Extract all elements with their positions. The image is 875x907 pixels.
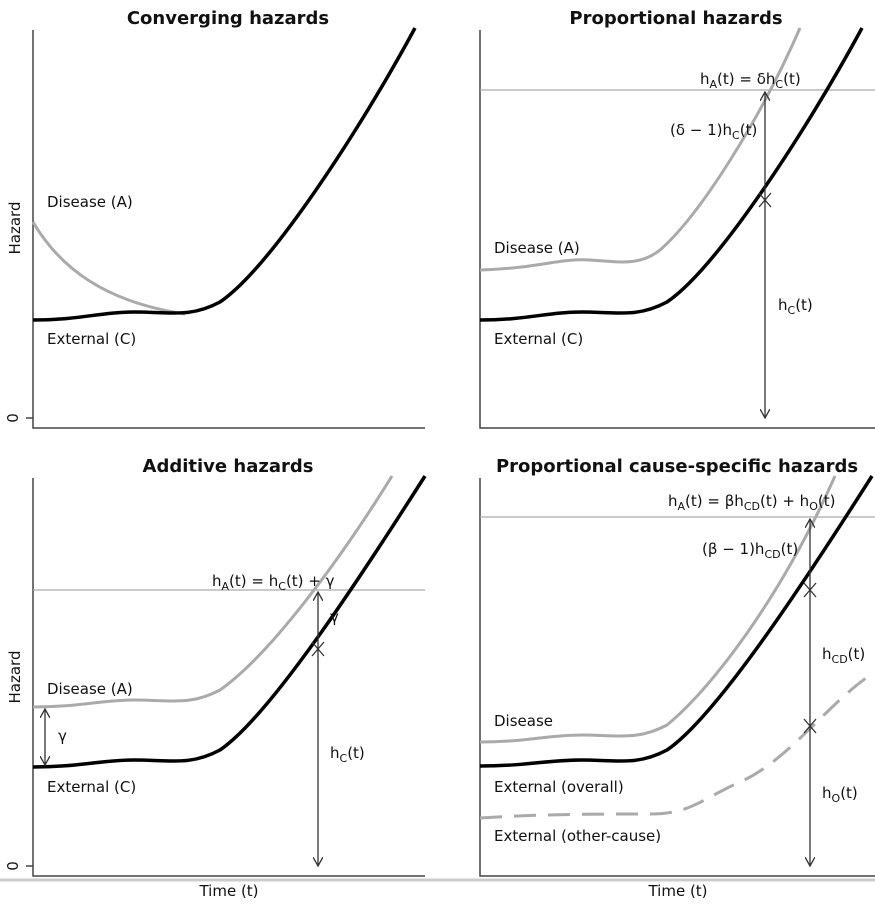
text-part: (t) = βh <box>685 492 744 510</box>
text-part: h <box>700 70 710 88</box>
panel-title: Converging hazards <box>127 8 329 29</box>
y-label: Hazard <box>6 202 24 255</box>
text-part: O <box>809 500 818 513</box>
text-part: C <box>340 752 348 765</box>
text-part: (t) <box>795 296 813 314</box>
text-part: h <box>212 572 222 590</box>
text-part: (t) + h <box>760 492 809 510</box>
text-part: h <box>822 784 832 802</box>
curve-label: Disease (A) <box>47 193 133 211</box>
formula: hCD(t) <box>822 645 865 666</box>
gap-label: γ <box>330 608 339 626</box>
panel-title: Proportional hazards <box>569 8 782 29</box>
curve-label: Disease (A) <box>494 239 580 257</box>
external-curve <box>32 27 417 322</box>
panel-title: Additive hazards <box>143 456 314 477</box>
zero-label: 0 <box>4 413 22 423</box>
gap-label: γ <box>58 727 67 745</box>
axes <box>32 30 425 429</box>
formula: hA(t) = hC(t) + γ <box>212 572 335 593</box>
curve-label: External (overall) <box>494 778 624 796</box>
text-part: (t) <box>840 784 858 802</box>
disease-curve <box>32 475 394 709</box>
formula: hO(t) <box>822 784 858 805</box>
formula: (β − 1)hCD(t) <box>702 540 798 561</box>
text-part: A <box>710 78 718 91</box>
text-part: CD <box>832 653 848 666</box>
x-label: Time (t) <box>198 882 258 900</box>
panel-cause-specific: Proportional cause-specific hazards Time… <box>479 456 875 900</box>
axes <box>32 478 425 877</box>
cross-mark <box>803 582 817 598</box>
formula: hC(t) <box>778 296 813 317</box>
formula: hA(t) = βhCD(t) + hO(t) <box>668 492 835 513</box>
formula: hA(t) = δhC(t) <box>700 70 801 91</box>
disease-curve <box>31 221 186 316</box>
text-part: O <box>832 792 841 805</box>
text-part: A <box>222 580 230 593</box>
text-part: (t) <box>781 540 799 558</box>
text-part: h <box>330 744 340 762</box>
text-part: C <box>788 304 796 317</box>
text-part: CD <box>764 548 780 561</box>
text-part: (δ − 1)h <box>670 121 732 139</box>
formula: hC(t) <box>330 744 365 765</box>
zero-label: 0 <box>4 861 22 871</box>
text-part: (t) = δh <box>717 70 775 88</box>
text-part: (β − 1)h <box>702 540 764 558</box>
curve-label: External (other-cause) <box>494 827 661 845</box>
curve-label: External (C) <box>47 778 136 796</box>
disease-curve <box>479 475 837 744</box>
text-part: (t) = h <box>229 572 278 590</box>
text-part: (t) <box>783 70 801 88</box>
curve-label: Disease (A) <box>47 680 133 698</box>
disease-curve <box>479 27 802 272</box>
text-part: C <box>732 129 740 142</box>
text-part: CD <box>744 500 760 513</box>
text-part: h <box>668 492 678 510</box>
curve-label: External (C) <box>494 330 583 348</box>
cross-mark <box>311 641 325 657</box>
panel-additive: Additive hazards 0 Hazard Time (t) Disea… <box>4 456 427 900</box>
external-curve <box>32 475 427 769</box>
text-part: A <box>678 500 686 513</box>
text-part: (t) <box>347 744 365 762</box>
axes <box>479 478 875 877</box>
curve-label: Disease <box>494 712 553 730</box>
external-overall-curve <box>479 475 874 768</box>
text-part: (t) <box>740 121 758 139</box>
x-label: Time (t) <box>647 882 707 900</box>
text-part: h <box>822 645 832 663</box>
axes <box>479 30 875 429</box>
panel-converging: Converging hazards 0 Hazard Disease (A) … <box>4 8 425 429</box>
text-part: h <box>778 296 788 314</box>
panel-proportional: Proportional hazards Disease (A) Externa… <box>479 8 875 429</box>
text-part: (t) + γ <box>286 572 335 590</box>
text-part: (t) <box>818 492 836 510</box>
curve-label: External (C) <box>47 330 136 348</box>
panel-title: Proportional cause-specific hazards <box>496 456 858 477</box>
text-part: C <box>278 580 286 593</box>
text-part: C <box>775 78 783 91</box>
cross-mark <box>758 192 772 208</box>
external-curve <box>479 27 864 322</box>
cross-mark <box>803 718 817 734</box>
formula: (δ − 1)hC(t) <box>670 121 757 142</box>
y-label: Hazard <box>6 651 24 704</box>
text-part: (t) <box>848 645 866 663</box>
